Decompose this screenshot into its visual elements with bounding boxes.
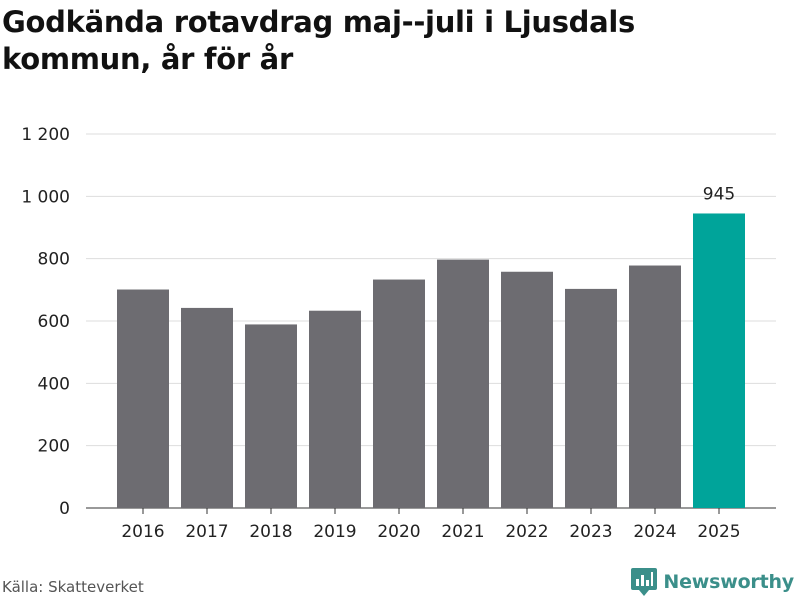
- x-tick-label: 2024: [633, 522, 676, 542]
- y-tick-label: 600: [38, 312, 70, 332]
- bar-2018: [245, 324, 297, 508]
- bar-2024: [629, 265, 681, 508]
- y-tick-label: 800: [38, 250, 70, 270]
- x-tick-label: 2020: [377, 522, 420, 542]
- x-tick-label: 2022: [505, 522, 548, 542]
- y-tick-label: 1 000: [21, 187, 70, 207]
- bar-2021: [437, 259, 489, 508]
- bar-2016: [117, 289, 169, 508]
- x-tick-label: 2018: [249, 522, 292, 542]
- y-axis-ticks: 0 200 400 600 800 1 000 1 200: [21, 125, 70, 519]
- y-tick-label: 400: [38, 374, 70, 394]
- x-tick-label: 2025: [697, 522, 740, 542]
- newsworthy-logo-icon: [631, 568, 658, 596]
- bar-2022: [501, 271, 553, 508]
- x-tick-label: 2019: [313, 522, 356, 542]
- brand: Newsworthy: [631, 568, 794, 596]
- bar-2025: [693, 213, 745, 508]
- data-labels: 945: [703, 184, 735, 204]
- bar-2019: [309, 310, 361, 508]
- bar-2020: [373, 279, 425, 508]
- y-tick-label: 0: [59, 499, 70, 519]
- x-axis-ticks: 2016 2017 2018 2019 2020 2021 2022 2023 2024 2025: [121, 508, 741, 542]
- bar-2017: [181, 307, 233, 508]
- bars: [117, 213, 745, 508]
- y-tick-label: 1 200: [21, 125, 70, 145]
- x-tick-label: 2021: [441, 522, 484, 542]
- y-tick-label: 200: [38, 437, 70, 457]
- data-label-2025: 945: [703, 184, 735, 204]
- source-note: Källa: Skatteverket: [2, 578, 144, 596]
- brand-name: Newsworthy: [663, 571, 794, 593]
- x-tick-label: 2017: [185, 522, 228, 542]
- x-tick-label: 2016: [121, 522, 164, 542]
- bar-2023: [565, 288, 617, 508]
- x-tick-label: 2023: [569, 522, 612, 542]
- chart-title: Godkända rotavdrag maj--juli i Ljusdals …: [2, 5, 636, 76]
